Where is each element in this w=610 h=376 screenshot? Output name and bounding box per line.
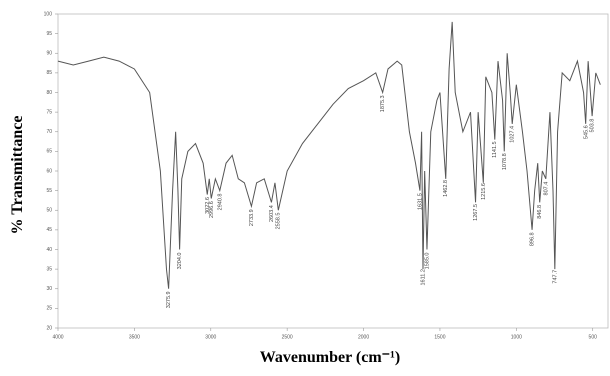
peak-label: 2558.5 xyxy=(276,213,282,230)
x-tick-label: 4000 xyxy=(52,334,63,340)
x-tick-label: 3500 xyxy=(129,334,140,340)
x-tick-label: 3000 xyxy=(205,334,216,340)
peak-label: 2733.9 xyxy=(249,209,255,226)
y-tick-label: 95 xyxy=(46,31,52,37)
peak-label: 896.8 xyxy=(530,232,536,246)
y-tick-label: 30 xyxy=(46,286,52,292)
y-tick-label: 20 xyxy=(46,325,52,331)
y-tick-label: 25 xyxy=(46,306,52,312)
y-tick-label: 75 xyxy=(46,109,52,115)
peak-label: 2603.4 xyxy=(269,205,275,222)
peak-label: 1267.5 xyxy=(473,204,479,221)
peak-label: 1141.5 xyxy=(492,141,498,157)
peak-label: 846.8 xyxy=(537,205,543,219)
y-tick-label: 55 xyxy=(46,188,52,194)
x-tick-label: 500 xyxy=(589,334,598,340)
x-tick-label: 2500 xyxy=(282,334,293,340)
peak-label: 1611.2 xyxy=(420,269,426,285)
y-tick-label: 85 xyxy=(46,70,52,76)
peak-label: 747.7 xyxy=(552,270,558,284)
peak-label: 3275.9 xyxy=(166,291,172,308)
peak-label: 807.4 xyxy=(543,182,549,196)
x-tick-label: 1500 xyxy=(434,334,445,340)
peak-label: 1585.0 xyxy=(424,253,430,270)
x-tick-label: 1000 xyxy=(511,334,522,340)
y-tick-label: 70 xyxy=(46,129,52,135)
peak-label: 3204.0 xyxy=(177,253,183,270)
peak-label: 1027.4 xyxy=(510,126,516,143)
peak-label: 1462.8 xyxy=(443,180,449,197)
y-tick-label: 100 xyxy=(44,11,53,17)
y-tick-label: 60 xyxy=(46,168,52,174)
peak-label: 2996.6 xyxy=(209,201,215,218)
x-tick-label: 2000 xyxy=(358,334,369,340)
plot-frame xyxy=(57,13,609,329)
peak-label: 1215.6 xyxy=(481,183,487,200)
peak-label: 1078.8 xyxy=(502,153,508,170)
y-tick-label: 35 xyxy=(46,266,52,272)
peak-label: 1875.3 xyxy=(380,95,386,112)
y-tick-label: 65 xyxy=(46,149,52,155)
y-tick-label: 40 xyxy=(46,247,52,253)
peak-label: 545.6 xyxy=(583,125,589,139)
peak-label: 1631.5 xyxy=(417,193,423,210)
peak-label: 503.8 xyxy=(590,119,596,133)
spectrum-line xyxy=(57,21,601,289)
y-tick-label: 50 xyxy=(46,208,52,214)
x-axis-title: Wavenumber (cm⁻¹) xyxy=(260,349,400,366)
y-tick-label: 90 xyxy=(46,51,52,57)
peak-label: 3022.6 xyxy=(205,197,211,214)
y-axis-title: % Transmittance xyxy=(9,116,26,235)
y-tick-label: 45 xyxy=(46,227,52,233)
peak-label: 2940.8 xyxy=(217,194,223,211)
y-tick-label: 80 xyxy=(46,90,52,96)
